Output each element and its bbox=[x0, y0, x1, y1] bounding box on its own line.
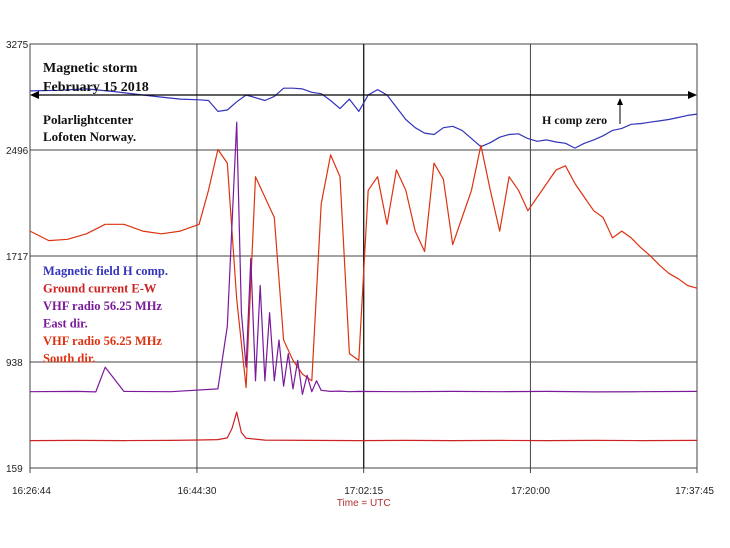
series-line-ground_ew bbox=[29, 411, 698, 442]
y-tick-label: 2496 bbox=[6, 146, 29, 157]
x-tick-label: 17:37:45 bbox=[675, 486, 714, 497]
y-tick-label: 1717 bbox=[6, 252, 29, 263]
legend-entry: Magnetic field H comp. bbox=[43, 264, 168, 278]
x-tick-label: 17:02:15 bbox=[344, 486, 383, 497]
annotation-text: H comp zero bbox=[542, 113, 607, 127]
location-text: Polarlightcenter bbox=[43, 112, 133, 127]
x-axis-title: Time = UTC bbox=[337, 498, 391, 509]
series-line-magnetic_h bbox=[29, 87, 698, 149]
legend-entry: South dir. bbox=[43, 352, 95, 366]
x-tick-label: 16:44:30 bbox=[177, 486, 216, 497]
series-line-vhf_south bbox=[29, 144, 698, 389]
legend-entry: VHF radio 56.25 MHz bbox=[43, 299, 162, 313]
y-tick-label: 3275 bbox=[6, 40, 29, 51]
series-line-vhf_east bbox=[29, 121, 698, 395]
y-tick-label: 938 bbox=[6, 358, 23, 369]
chart-title: Magnetic storm bbox=[43, 61, 138, 76]
y-tick-label: 159 bbox=[6, 464, 23, 475]
up-arrow-icon bbox=[617, 98, 623, 106]
x-tick-label: 16:26:44 bbox=[12, 486, 51, 497]
location-text: Lofoten Norway. bbox=[43, 129, 136, 144]
legend-entry: VHF radio 56.25 MHz bbox=[43, 334, 162, 348]
legend-entry: Ground current E-W bbox=[43, 282, 157, 296]
x-tick-label: 17:20:00 bbox=[511, 486, 550, 497]
right-arrowhead-icon bbox=[688, 91, 697, 100]
chart-subtitle: February 15 2018 bbox=[43, 80, 149, 95]
left-arrowhead-icon bbox=[30, 91, 39, 100]
legend-entry: East dir. bbox=[43, 317, 88, 331]
